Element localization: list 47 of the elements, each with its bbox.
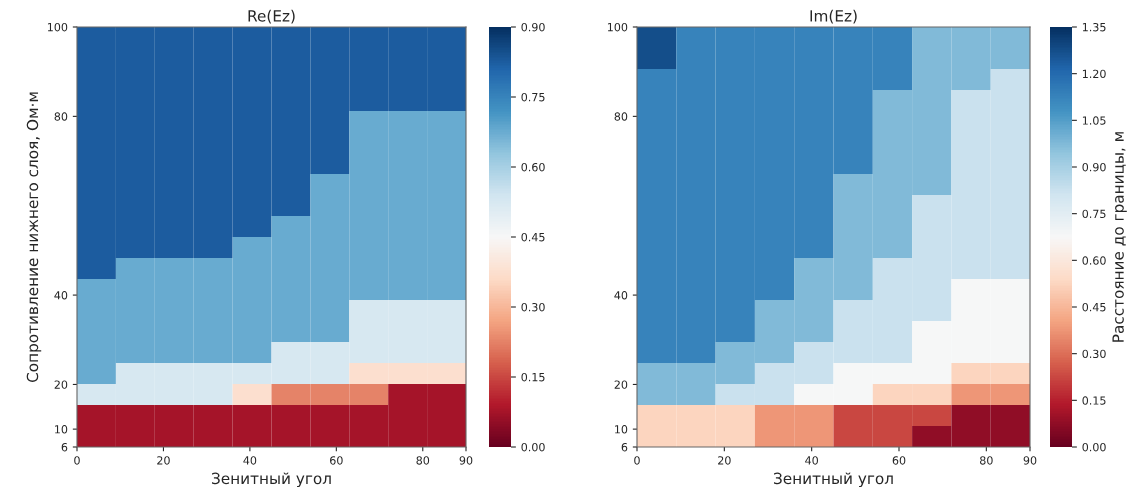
x-tick-label: 90 [1023,456,1037,465]
x-tick-label: 90 [459,456,473,465]
color-bar-label: 0.90 [1082,162,1106,172]
x-tick-label: 20 [157,456,170,465]
x-tick-label: 40 [805,456,818,465]
x-tick-label: 0 [74,456,80,465]
color-bar-label: 0.45 [521,232,545,242]
color-bar-label: 1.20 [1082,69,1106,79]
chart-title: Im(Ez) [810,9,857,24]
x-tick-label: 80 [980,456,993,465]
x-tick-label: 0 [634,456,640,465]
color-bar-label: 0.30 [1082,349,1106,359]
y-axis-title: Сопротивление нижнего слоя, Ом·м [26,92,42,383]
color-bar-label: 0.45 [1082,302,1106,312]
y-tick-label: 6 [61,442,68,452]
y-tick-label: 40 [54,291,68,300]
x-axis-title: Зенитный угол [773,472,893,488]
y-tick-label: 10 [55,425,68,434]
color-bar-label: 1.05 [1082,116,1106,125]
y-tick-label: 6 [621,442,628,452]
y-tick-label: 40 [614,291,628,300]
y-tick-label: 100 [607,22,628,32]
x-tick-label: 80 [416,456,430,465]
x-tick-label: 60 [892,456,906,465]
color-bar-label: 0.15 [521,372,545,382]
color-bar-label: 0.90 [521,22,545,32]
color-bar-label: 0.00 [1082,442,1106,452]
color-bar-label: 0.30 [521,302,545,312]
x-tick-label: 60 [330,456,343,465]
x-tick-label: 20 [718,456,731,465]
y-tick-label: 20 [614,380,628,389]
y-tick-label: 80 [54,112,68,121]
y-tick-label: 10 [615,425,628,434]
color-bar-label: 0.75 [1082,209,1106,219]
color-bar-label: 0.15 [1082,396,1106,405]
chart-title: Re(Ez) [248,9,295,24]
color-bar-label: 1.35 [1082,22,1106,32]
color-bar-label: 0.75 [521,92,545,102]
y-tick-label: 20 [54,380,68,389]
y-tick-label: 80 [614,112,628,121]
color-bar-label: 0.00 [521,442,545,452]
y-tick-label: 100 [47,22,68,32]
color-bar-label: 0.60 [521,162,545,172]
x-tick-label: 40 [243,456,257,465]
color-bar-label: 0.60 [1082,256,1106,265]
color-bar-title: Расстояние до границы, м [1112,132,1127,342]
x-axis-title: Зенитный угол [211,472,331,488]
